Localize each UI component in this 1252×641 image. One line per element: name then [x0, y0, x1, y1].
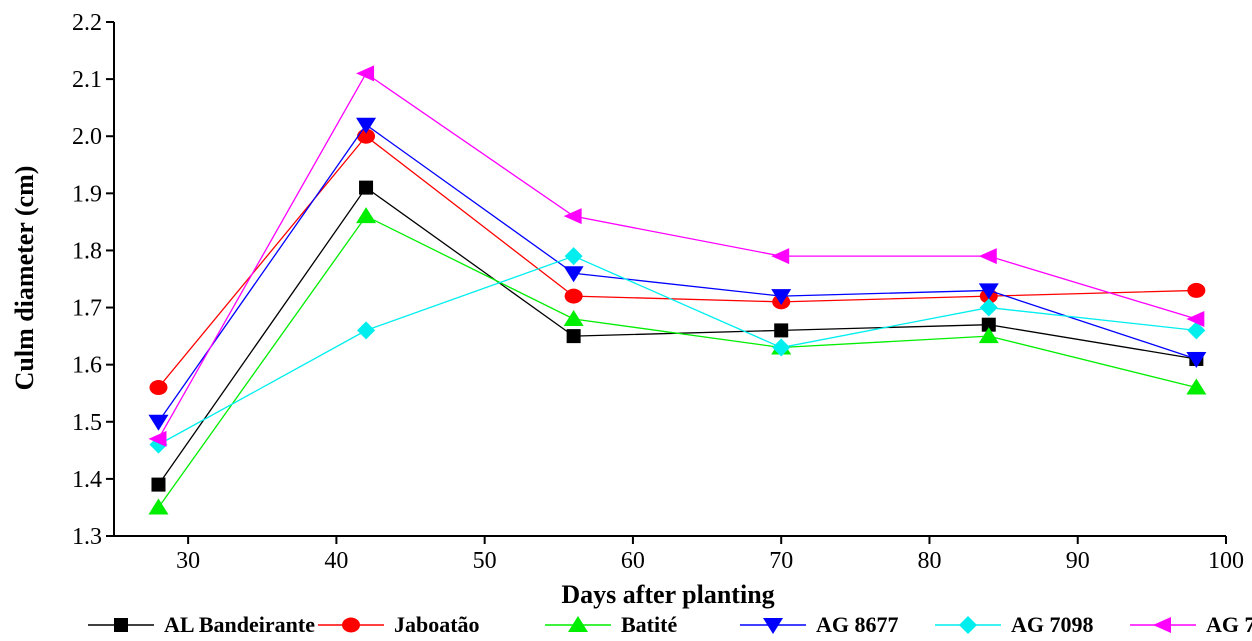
data-point-marker [566, 329, 581, 344]
x-tick-label: 80 [917, 548, 941, 574]
data-point-marker [149, 380, 168, 396]
x-axis-title: Days after planting [561, 580, 774, 609]
data-point-marker [979, 298, 998, 317]
series-line [157, 72, 1197, 440]
data-point-marker [1187, 282, 1206, 298]
x-tick-label: 50 [473, 548, 497, 574]
y-tick-label: 2.0 [72, 124, 102, 150]
legend-marker [763, 618, 783, 634]
legend-marker [342, 617, 360, 633]
data-point-marker [978, 248, 997, 265]
series-0 [151, 180, 1204, 492]
legend-label: AG 7098 [1011, 612, 1094, 636]
data-point-marker [148, 498, 169, 515]
legend-entry-3: AG 8677 [740, 612, 899, 637]
series-layer [148, 65, 1207, 515]
data-point-marker [356, 207, 377, 224]
series-line [157, 135, 1197, 388]
data-point-marker [563, 309, 584, 326]
data-point-marker [357, 321, 376, 340]
y-tick-label: 1.4 [72, 467, 102, 493]
series-line [157, 123, 1197, 423]
data-point-marker [1186, 310, 1205, 327]
x-tick-label: 100 [1208, 548, 1244, 574]
legend: AL Bandeirante Jaboatão Batité AG 8677 AG 70… [88, 612, 1252, 637]
series-3 [148, 117, 1207, 431]
data-point-marker [563, 208, 582, 225]
legend-entry-4: AG 7098 [935, 612, 1094, 637]
data-point-marker [772, 338, 791, 357]
axes: 1.3 1.4 1.5 1.6 1.7 1.8 1.9 2.0 2.1 2.2 30 40 50 60 70… [72, 10, 1244, 574]
legend-label: AG 7088 [1206, 612, 1252, 636]
series-1 [149, 128, 1206, 396]
legend-marker [114, 618, 128, 632]
series-line [158, 255, 1197, 446]
y-tick-label: 2.2 [72, 10, 102, 36]
legend-label: AL Bandeirante [164, 612, 315, 636]
data-point-marker [1186, 351, 1207, 368]
x-tick-label: 70 [769, 548, 793, 574]
legend-label: AG 8677 [816, 612, 899, 636]
y-tick-label: 1.6 [72, 353, 102, 379]
data-point-marker [148, 414, 169, 431]
y-tick-label: 1.5 [72, 410, 102, 436]
data-point-marker [151, 477, 166, 492]
series-4 [149, 247, 1206, 454]
data-point-marker [564, 288, 583, 304]
data-point-marker [356, 117, 377, 134]
data-point-marker [356, 65, 375, 82]
data-point-marker [563, 266, 584, 283]
series-line [157, 186, 1197, 485]
legend-label: Jaboatão [394, 612, 480, 636]
data-point-marker [359, 180, 374, 195]
data-point-marker [771, 248, 790, 265]
y-tick-label: 1.8 [72, 238, 102, 264]
data-point-marker [148, 430, 167, 447]
series-5 [148, 65, 1205, 447]
y-tick-label: 1.9 [72, 181, 102, 207]
data-point-marker [1186, 378, 1207, 395]
legend-entry-0: AL Bandeirante [88, 612, 315, 637]
data-point-marker [357, 128, 376, 144]
data-point-marker [981, 317, 996, 332]
x-tick-label: 30 [176, 548, 200, 574]
x-tick-label: 40 [324, 548, 348, 574]
legend-entry-1: Jaboatão [318, 612, 480, 637]
legend-entry-5: AG 7088 [1130, 612, 1252, 637]
series-line [157, 215, 1197, 508]
data-point-marker [774, 323, 789, 338]
y-tick-label: 1.3 [72, 524, 102, 550]
legend-entry-2: Batité [545, 612, 677, 637]
legend-marker [568, 616, 588, 632]
y-axis-title: Culm diameter (cm) [10, 166, 39, 391]
legend-marker [959, 616, 977, 634]
legend-marker [1153, 617, 1171, 633]
data-point-marker [1187, 321, 1206, 340]
data-point-marker [978, 327, 999, 344]
x-tick-label: 90 [1066, 548, 1090, 574]
data-point-marker [978, 283, 999, 300]
y-tick-label: 1.7 [72, 296, 102, 322]
series-2 [148, 207, 1207, 515]
legend-label: Batité [621, 612, 677, 636]
y-tick-label: 2.1 [72, 67, 102, 93]
x-tick-label: 60 [621, 548, 645, 574]
data-point-marker [771, 289, 792, 306]
data-point-marker [564, 247, 583, 266]
